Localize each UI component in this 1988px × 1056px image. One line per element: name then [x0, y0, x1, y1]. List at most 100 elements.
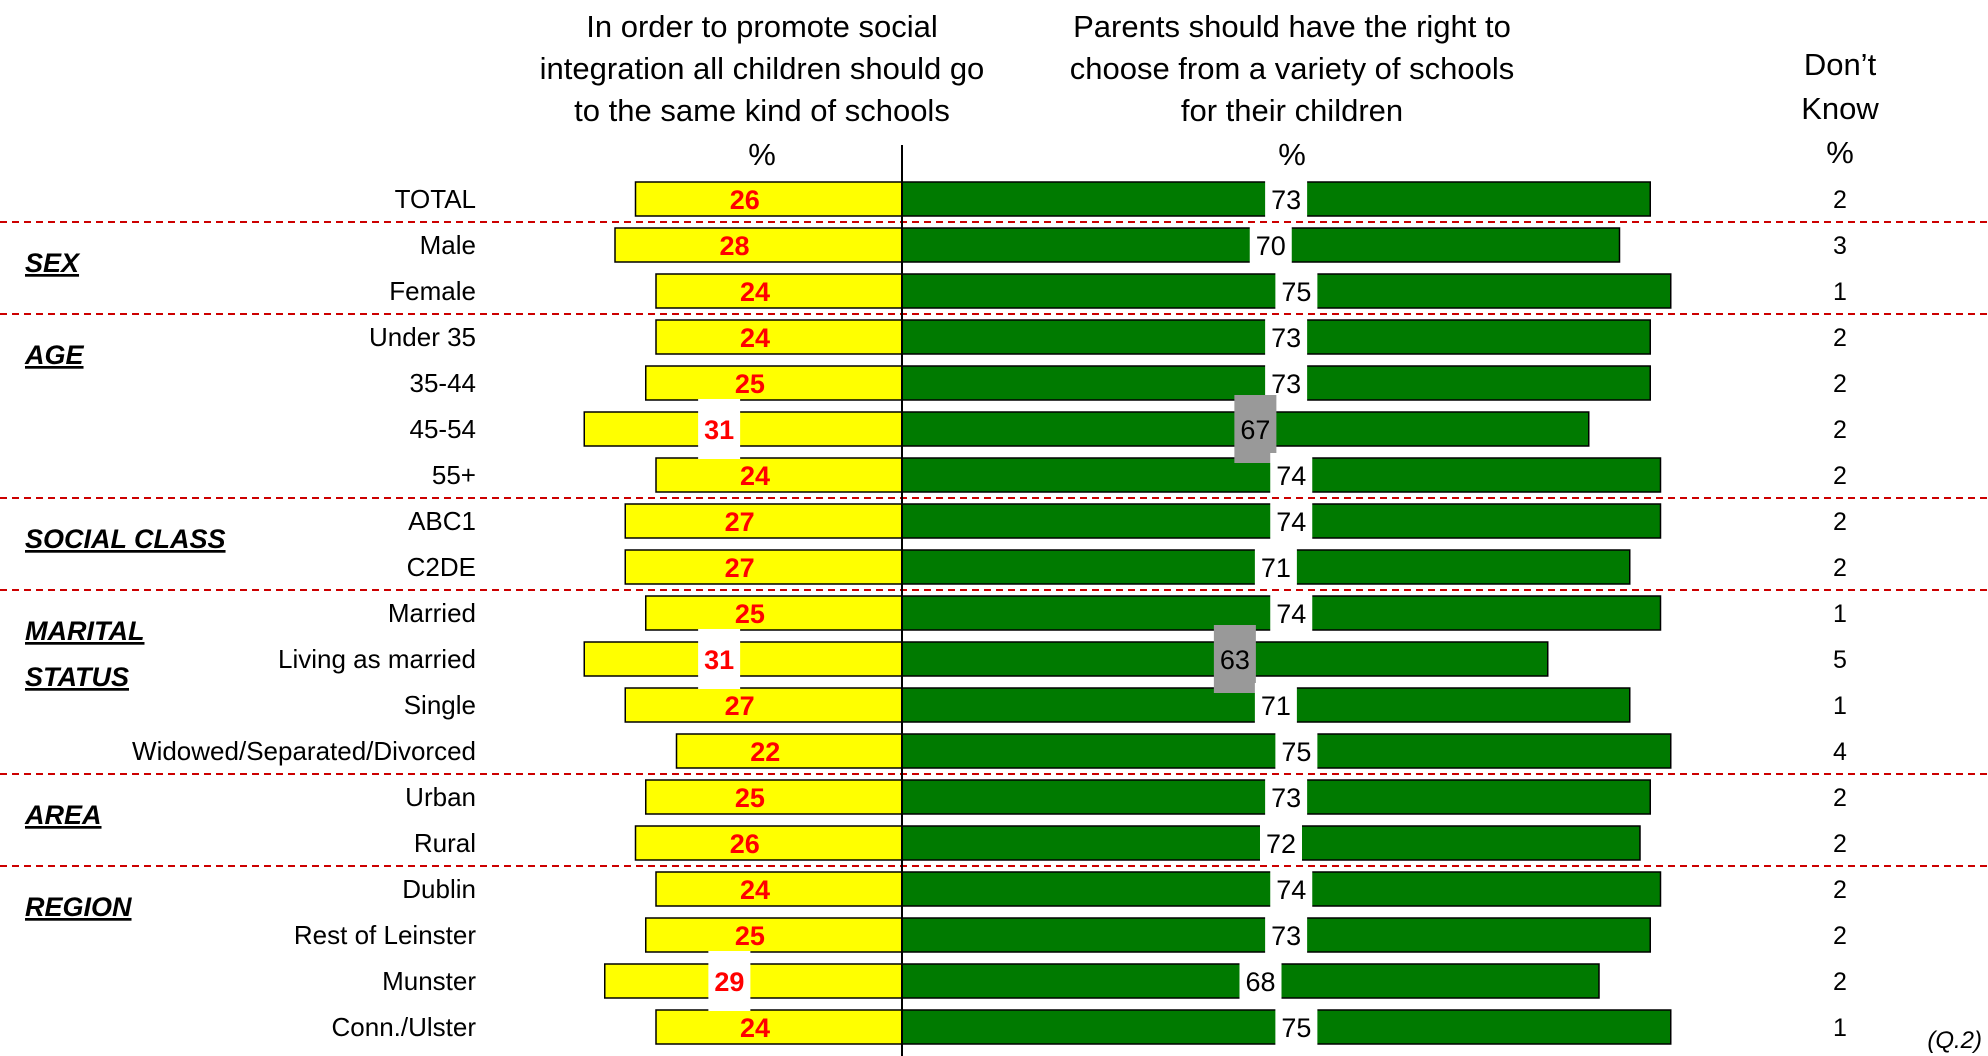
value-choose-living-as-married: 63 [1220, 645, 1250, 675]
bar-same-widowed-separated-divorced [675, 733, 903, 769]
header-right-pct: % [1278, 137, 1306, 172]
header-left-line-3: to the same kind of schools [574, 93, 950, 128]
value-same-45-54: 31 [704, 415, 734, 445]
value-box-choose-single [1254, 683, 1297, 727]
group-label-region: REGION [25, 892, 132, 922]
value-dk-female: 1 [1833, 278, 1847, 306]
header-right-line-1: Parents should have the right to [1073, 9, 1511, 44]
row-label-abc1: ABC1 [408, 506, 476, 536]
row-label-male: Male [420, 230, 476, 260]
row-label-under-35: Under 35 [369, 322, 476, 352]
value-dk-urban: 2 [1833, 784, 1847, 812]
value-choose-conn-ulster: 75 [1281, 1013, 1311, 1043]
value-dk-munster: 2 [1833, 968, 1847, 996]
value-box-choose-urban [1265, 775, 1308, 819]
footnote: (Q.2) [1927, 1027, 1982, 1054]
value-dk-c2de: 2 [1833, 554, 1847, 582]
value-dk-55: 2 [1833, 462, 1847, 490]
value-choose-dublin: 74 [1276, 875, 1306, 905]
value-same-c2de: 27 [725, 553, 755, 583]
bar-same-single [624, 687, 903, 723]
header-left-pct: % [748, 137, 776, 172]
value-choose-rural: 72 [1266, 829, 1296, 859]
row-label-rural: Rural [414, 828, 476, 858]
value-dk-abc1: 2 [1833, 508, 1847, 536]
value-box-choose-rural [1260, 821, 1302, 865]
value-same-rest-of-leinster: 25 [735, 921, 765, 951]
row-label-rest-of-leinster: Rest of Leinster [294, 920, 476, 950]
value-dk-male: 3 [1833, 232, 1847, 260]
value-same-living-as-married: 31 [704, 645, 734, 675]
value-same-55: 24 [740, 461, 770, 491]
value-same-35-44: 25 [735, 369, 765, 399]
value-choose-widowed-separated-divorced: 75 [1281, 737, 1311, 767]
bar-same-rural [634, 825, 903, 861]
bar-same-c2de [624, 549, 903, 585]
header-dk-line-2: Know [1801, 91, 1879, 126]
value-choose-total: 73 [1271, 185, 1301, 215]
value-dk-living-as-married: 5 [1833, 646, 1847, 674]
value-choose-abc1: 74 [1276, 507, 1306, 537]
row-label-total: TOTAL [395, 184, 476, 214]
row-label-conn-ulster: Conn./Ulster [332, 1012, 477, 1042]
value-same-single: 27 [725, 691, 755, 721]
value-choose-55: 74 [1276, 461, 1306, 491]
row-label-dublin: Dublin [402, 874, 476, 904]
bar-same-55 [655, 457, 903, 493]
bar-same-living-as-married [583, 641, 903, 677]
value-same-male: 28 [719, 231, 749, 261]
value-box-choose-male [1249, 223, 1292, 267]
value-box-choose-abc1 [1270, 499, 1313, 543]
value-choose-rest-of-leinster: 73 [1271, 921, 1301, 951]
bar-same-35-44 [645, 365, 903, 401]
value-dk-under-35: 2 [1833, 324, 1847, 352]
row-label-55: 55+ [432, 460, 476, 490]
bar-same-45-54 [583, 411, 903, 447]
row-label-female: Female [389, 276, 476, 306]
header-dk-line-1: Don’t [1804, 47, 1877, 82]
value-same-under-35: 24 [740, 323, 770, 353]
header-right-line-2: choose from a variety of schools [1070, 51, 1515, 86]
value-dk-dublin: 2 [1833, 876, 1847, 904]
value-same-total: 26 [730, 185, 760, 215]
value-box-choose-female [1275, 269, 1318, 313]
value-same-widowed-separated-divorced: 22 [750, 737, 780, 767]
value-choose-35-44: 73 [1271, 369, 1301, 399]
bar-same-married [645, 595, 903, 631]
value-choose-female: 75 [1281, 277, 1311, 307]
row-label-widowed-separated-divorced: Widowed/Separated/Divorced [132, 736, 476, 766]
value-choose-urban: 73 [1271, 783, 1301, 813]
row-label-urban: Urban [405, 782, 476, 812]
value-dk-45-54: 2 [1833, 416, 1847, 444]
header-dk-pct: % [1826, 135, 1854, 170]
group-label-sex: SEX [25, 248, 81, 278]
row-label-living-as-married: Living as married [278, 644, 476, 674]
value-box-choose-rest-of-leinster [1265, 913, 1308, 957]
value-same-urban: 25 [735, 783, 765, 813]
value-box-choose-living-as-married [1213, 625, 1256, 693]
value-box-choose-45-54 [1234, 395, 1277, 463]
value-box-choose-munster [1239, 959, 1282, 1003]
value-choose-c2de: 71 [1261, 553, 1291, 583]
value-box-same-45-54 [698, 399, 741, 459]
value-box-choose-conn-ulster [1275, 1005, 1318, 1049]
value-choose-45-54: 67 [1240, 415, 1270, 445]
group-label-status: STATUS [25, 662, 129, 692]
value-box-choose-55 [1270, 453, 1313, 497]
header-left-line-1: In order to promote social [586, 9, 938, 44]
value-dk-widowed-separated-divorced: 4 [1833, 738, 1847, 766]
value-same-married: 25 [735, 599, 765, 629]
group-label-social-class: SOCIAL CLASS [25, 524, 226, 554]
value-choose-under-35: 73 [1271, 323, 1301, 353]
value-box-choose-widowed-separated-divorced [1275, 729, 1318, 773]
bar-same-under-35 [655, 319, 903, 355]
value-dk-single: 1 [1833, 692, 1847, 720]
value-box-choose-under-35 [1265, 315, 1308, 359]
group-label-marital: MARITAL [25, 616, 144, 646]
bar-same-rest-of-leinster [645, 917, 903, 953]
row-label-35-44: 35-44 [410, 368, 477, 398]
value-box-choose-married [1270, 591, 1313, 635]
value-same-dublin: 24 [740, 875, 770, 905]
value-choose-munster: 68 [1245, 967, 1275, 997]
